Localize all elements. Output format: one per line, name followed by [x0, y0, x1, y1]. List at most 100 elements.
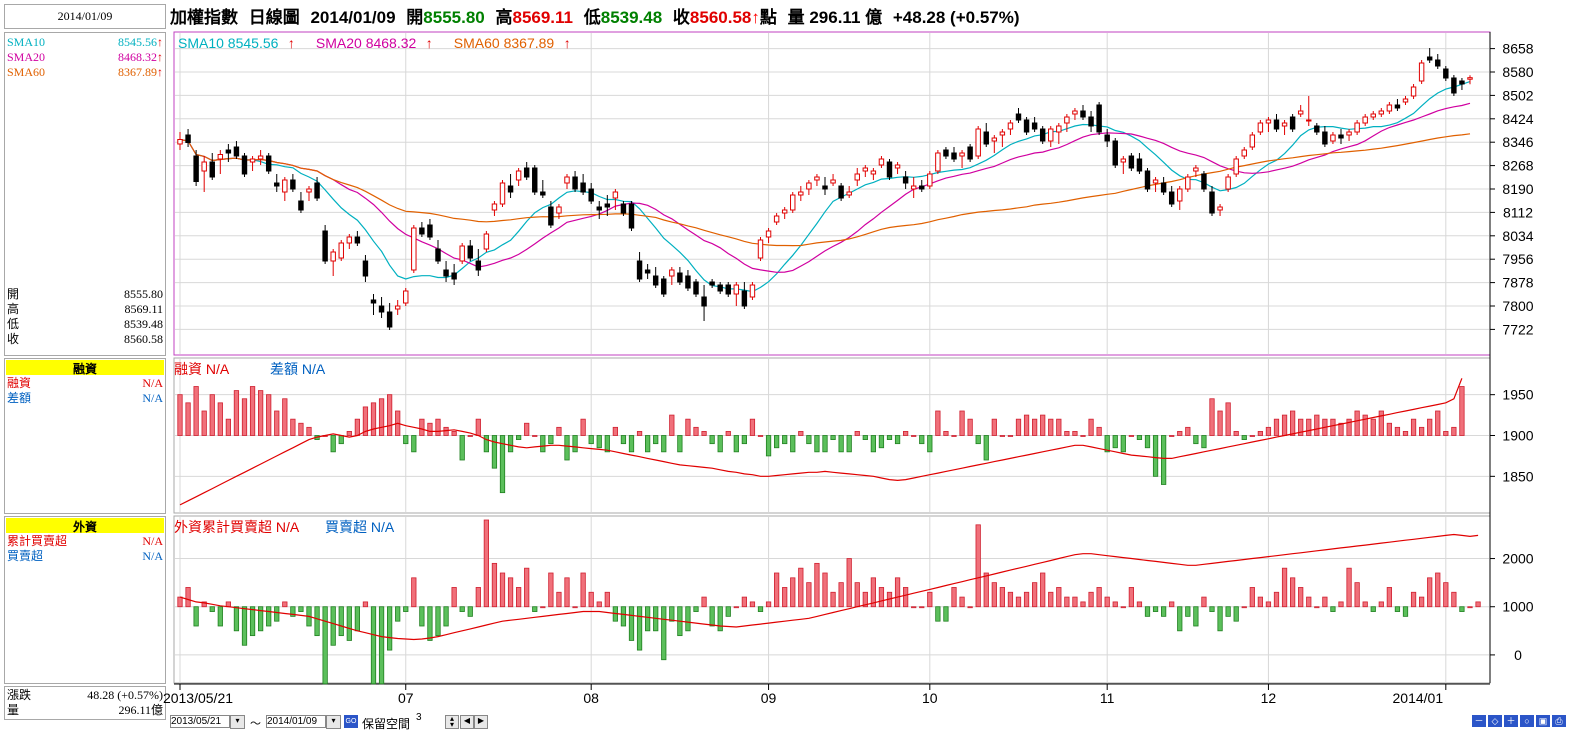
foreign-bar-50: [580, 572, 586, 608]
margin-bar-107: [1040, 414, 1046, 436]
margin-bar-8: [241, 398, 248, 436]
candle-body-100: [983, 131, 989, 145]
foreign-bar-76: [790, 577, 796, 608]
sma-side-row-2-label: SMA60: [7, 65, 46, 79]
scroll-left-icon[interactable]: ◀: [460, 715, 474, 729]
candle-body-139: [1297, 110, 1304, 115]
candle-body-130: [1225, 176, 1231, 190]
foreign-bar-18: [322, 606, 328, 685]
candle-body-101: [991, 137, 998, 142]
margin-bar-128: [1209, 398, 1215, 436]
zoom-fit-icon[interactable]: ◇: [1488, 715, 1502, 727]
foreign-bar-139: [1298, 587, 1304, 608]
foreign-bar-28: [403, 606, 409, 612]
ohlc-side-list: 開 8555.80 高 8569.11 低 8539.48 收 8560.58: [7, 287, 163, 347]
margin-bar-39: [491, 435, 498, 469]
foreign-bar-91: [911, 606, 917, 609]
foreign-bar-39: [491, 562, 498, 608]
foreign-bar-92: [919, 606, 925, 609]
candle-body-71: [749, 284, 756, 298]
foreign-bar-17: [314, 606, 320, 637]
foreign-bar-147: [1362, 601, 1368, 608]
candle-body-60: [661, 278, 667, 295]
candle-body-156: [1435, 59, 1441, 67]
reserve-up-down-icon[interactable]: ▴ ▾: [445, 715, 459, 729]
foreign-bar-131: [1233, 606, 1239, 622]
margin-bar-123: [1169, 435, 1175, 437]
foreign-bar-2: [193, 606, 199, 627]
foreign-bar-36: [467, 606, 473, 617]
foreign-bar-78: [806, 582, 812, 608]
sma-line-10: [179, 81, 1471, 293]
foreign-bar-1: [185, 587, 191, 608]
foreign-bar-159: [1459, 606, 1465, 612]
header-open-label: 開: [406, 8, 424, 27]
candle-body-58: [644, 269, 651, 274]
candle-body-27: [394, 305, 401, 310]
foreign-tick-label-1: 1000: [1502, 599, 1533, 615]
foreign-side-list: 累計買賣超 N/A 買賣超 N/A: [7, 534, 163, 564]
ohlc-side-row-2-value: 8539.48: [124, 317, 163, 331]
bottom-side-row-1-value: 296.11億: [118, 703, 163, 717]
sma-side-row-0: SMA10 8545.56↑: [7, 35, 163, 50]
margin-bar-143: [1330, 418, 1336, 436]
margin-bar-97: [959, 410, 965, 436]
candle-body-80: [822, 185, 828, 190]
foreign-bar-127: [1201, 596, 1207, 608]
margin-bar-44: [532, 435, 538, 437]
x-tick-label-2: 08: [583, 690, 599, 706]
end-date-dropdown[interactable]: ▾: [326, 715, 341, 729]
reserve-number: 3: [416, 712, 422, 723]
candle-body-12: [274, 182, 280, 187]
foreign-bar-97: [959, 596, 965, 608]
foreign-bar-5: [217, 606, 223, 627]
margin-bar-151: [1394, 426, 1401, 436]
margin-bar-124: [1177, 431, 1183, 436]
candle-body-32: [435, 248, 441, 262]
x-tick-label-3: 09: [761, 690, 777, 706]
foreign-legend-0: 外資累計買賣超 N/A: [174, 519, 300, 535]
foreign-side-row-0: 累計買賣超 N/A: [7, 534, 163, 549]
foreign-bar-11: [266, 606, 272, 627]
candle-body-128: [1209, 191, 1215, 214]
margin-bar-130: [1225, 402, 1231, 436]
margin-bar-140: [1306, 418, 1312, 436]
start-date-dropdown[interactable]: ▾: [230, 715, 245, 729]
zoom-reset-icon[interactable]: ○: [1520, 715, 1534, 727]
foreign-bar-48: [564, 577, 570, 608]
start-date-field[interactable]: 2013/05/21: [170, 715, 230, 728]
candle-body-102: [999, 131, 1006, 136]
zoom-out-icon[interactable]: －: [1472, 715, 1486, 727]
margin-bar-158: [1451, 426, 1457, 436]
margin-bar-132: [1241, 435, 1247, 440]
margin-bar-156: [1435, 410, 1441, 436]
margin-bar-108: [1048, 418, 1054, 436]
foreign-bar-33: [443, 606, 449, 627]
header-vol-label: 量: [787, 8, 805, 27]
margin-bar-96: [951, 435, 957, 437]
candle-body-116: [1112, 140, 1118, 166]
margin-bar-26: [387, 394, 393, 436]
sma-side-row-1: SMA20 8468.32↑: [7, 50, 163, 65]
header-open: 8555.80: [423, 8, 485, 27]
scroll-right-icon[interactable]: ▶: [474, 715, 488, 729]
foreign-bar-114: [1096, 587, 1102, 608]
foreign-bar-152: [1402, 606, 1409, 617]
margin-bar-117: [1120, 435, 1126, 453]
print-icon[interactable]: ⎙: [1552, 715, 1566, 727]
go-icon[interactable]: GO: [344, 715, 358, 728]
margin-side-row-1: 差額 N/A: [7, 391, 163, 406]
margin-bar-116: [1112, 435, 1118, 449]
candle-body-109: [1056, 125, 1062, 133]
candle-body-110: [1064, 116, 1070, 124]
up-arrow-icon: ↑: [157, 50, 163, 64]
margin-line: [179, 378, 1463, 506]
camera-icon[interactable]: ▣: [1536, 715, 1550, 727]
up-arrow-icon: ↑: [157, 65, 163, 79]
end-date-field[interactable]: 2014/01/09: [266, 715, 326, 728]
foreign-bar-89: [894, 577, 901, 608]
foreign-bar-158: [1451, 591, 1457, 608]
zoom-in-icon[interactable]: ＋: [1504, 715, 1518, 727]
foreign-bar-94: [935, 606, 941, 622]
date-range-controls: 2013/05/21 ▾ ～ 2014/01/09 ▾ GO 保留空間 3 ▴ ▾…: [170, 712, 500, 731]
